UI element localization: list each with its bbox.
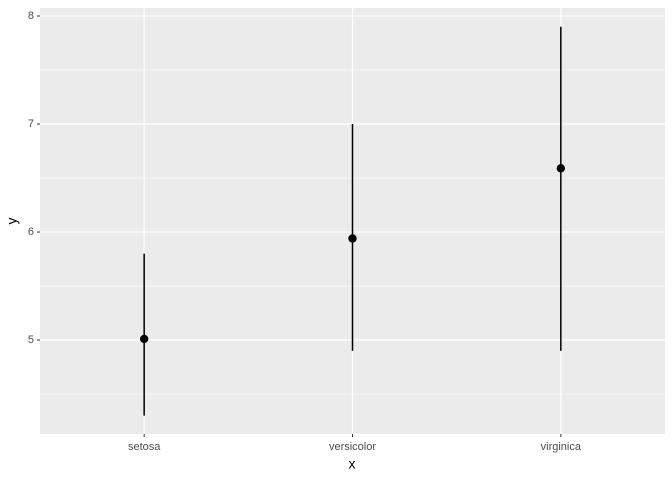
y-axis-title: y bbox=[4, 218, 20, 225]
y-tick-label: 8 bbox=[28, 10, 34, 22]
y-tick-label: 7 bbox=[28, 118, 34, 130]
y-tick-label: 6 bbox=[28, 226, 34, 238]
x-tick-label: virginica bbox=[541, 441, 582, 453]
y-tick-label: 5 bbox=[28, 334, 34, 346]
x-tick-label: setosa bbox=[128, 441, 161, 453]
point bbox=[556, 164, 566, 173]
point bbox=[139, 334, 149, 344]
x-axis-title: x bbox=[349, 456, 356, 472]
point bbox=[348, 234, 357, 243]
x-tick-label: versicolor bbox=[329, 441, 376, 453]
